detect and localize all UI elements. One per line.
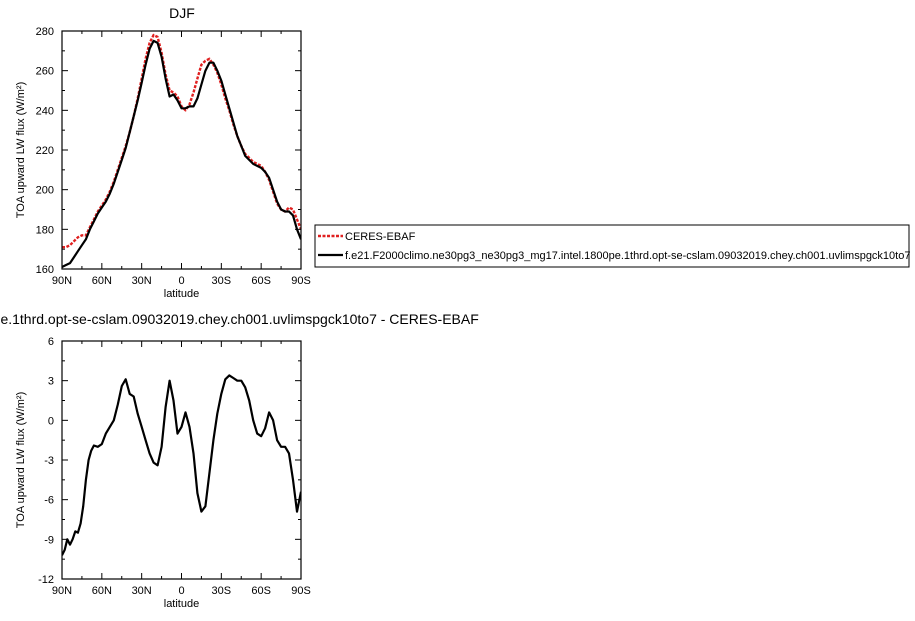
x-tick-label: 90N	[52, 585, 72, 597]
y-tick-label: 280	[36, 26, 54, 38]
y-tick-label: -9	[44, 534, 54, 546]
x-tick-label: 30N	[132, 275, 152, 287]
x-tick-label: 90S	[291, 585, 311, 597]
x-tick-label: 30S	[212, 585, 232, 597]
y-tick-label: 160	[36, 264, 54, 276]
series-line-0	[62, 374, 301, 556]
legend-box	[314, 224, 910, 268]
chart-title: _mg17.intel.1800pe.1thrd.opt-se-cslam.09…	[0, 311, 479, 327]
y-axis-label: TOA upward LW flux (W/m²)	[15, 392, 27, 529]
y-tick-label: -6	[44, 495, 54, 507]
x-tick-label: 0	[178, 275, 184, 287]
y-tick-label: 0	[48, 415, 54, 427]
legend-entry-0: CERES-EBAF	[345, 231, 416, 243]
bottom-panel: _mg17.intel.1800pe.1thrd.opt-se-cslam.09…	[0, 311, 479, 610]
x-tick-label: 60N	[92, 585, 112, 597]
y-tick-label: -12	[38, 574, 54, 586]
series-line-1	[62, 39, 301, 268]
series-group	[62, 374, 301, 556]
series-group	[62, 33, 301, 268]
y-tick-label: 260	[36, 66, 54, 78]
legend-entry-1: f.e21.F2000climo.ne30pg3_ne30pg3_mg17.in…	[345, 250, 910, 262]
y-axis-label: TOA upward LW flux (W/m²)	[15, 82, 27, 219]
x-tick-label: 60N	[92, 275, 112, 287]
y-tick-label: -3	[44, 455, 54, 467]
y-tick-label: 3	[48, 376, 54, 388]
x-tick-label: 30S	[212, 275, 232, 287]
chart-title: DJF	[169, 5, 195, 21]
x-axis-label: latitude	[164, 598, 199, 610]
top-panel: DJF 90N 60N 30N 0 30S 60S 90S 160 180 200 220 240 260…	[15, 5, 910, 300]
x-tick-label: 60S	[251, 275, 271, 287]
x-tick-label: 90S	[291, 275, 311, 287]
y-tick-label: 6	[48, 336, 54, 348]
y-tick-label: 220	[36, 145, 54, 157]
x-tick-label: 90N	[52, 275, 72, 287]
x-axis-label: latitude	[164, 288, 199, 300]
x-tick-label: 30N	[132, 585, 152, 597]
y-tick-label: 180	[36, 224, 54, 236]
x-tick-label: 0	[178, 585, 184, 597]
x-tick-label: 60S	[251, 585, 271, 597]
y-tick-label: 240	[36, 105, 54, 117]
y-tick-label: 200	[36, 185, 54, 197]
